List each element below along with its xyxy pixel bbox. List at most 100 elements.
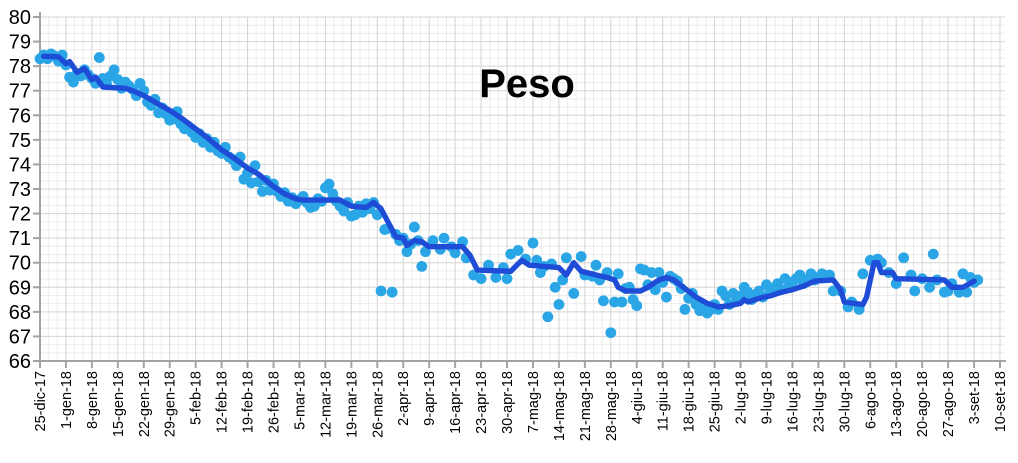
x-tick-label: 8-gen-18 (85, 371, 101, 429)
x-tick-label: 23-apr-18 (474, 371, 490, 434)
data-point (549, 281, 561, 293)
x-tick-label: 23-lug-18 (811, 371, 827, 432)
x-tick-label: 2-lug-18 (734, 371, 750, 424)
data-point (408, 221, 420, 233)
data-point (427, 235, 439, 247)
data-point (490, 272, 502, 283)
data-point (542, 311, 554, 323)
y-tick-label: 73 (9, 179, 31, 201)
y-tick-label: 75 (9, 130, 31, 152)
data-point (438, 232, 450, 244)
data-point (501, 273, 513, 285)
x-tick-label: 4-giu-18 (630, 371, 646, 424)
data-point (612, 268, 624, 280)
trend-polyline (41, 53, 977, 310)
x-tick-label: 27-ago-18 (941, 371, 957, 437)
data-point (568, 288, 580, 299)
x-tick-label: 25-dic-17 (33, 371, 49, 431)
data-point (661, 291, 672, 303)
x-tick-label: 9-lug-18 (759, 371, 775, 424)
data-point (827, 285, 839, 297)
data-point (560, 252, 572, 264)
y-tick-label: 74 (9, 154, 31, 176)
y-tick-label: 76 (9, 105, 31, 127)
y-tick-label: 80 (9, 7, 31, 29)
data-point (449, 247, 461, 259)
data-point (416, 261, 428, 272)
x-tick-label: 2-apr-18 (396, 371, 412, 426)
y-tick-label: 77 (9, 81, 31, 103)
data-point (108, 64, 120, 76)
y-tick-label: 70 (9, 253, 31, 275)
x-tick-label: 26-mar-18 (370, 371, 386, 438)
y-tick-label: 72 (9, 204, 31, 226)
x-tick-label: 3-set-18 (967, 371, 983, 424)
x-tick-label: 19-feb-18 (241, 371, 257, 433)
x-tick-label: 16-apr-18 (448, 371, 464, 434)
x-tick-label: 13-ago-18 (889, 371, 905, 437)
x-tick-label: 26-feb-18 (267, 371, 283, 433)
data-point (386, 286, 398, 298)
x-tick-label: 11-giu-18 (656, 371, 672, 431)
x-tick-label: 5-mar-18 (292, 371, 308, 430)
moving-average-line (41, 53, 977, 310)
x-tick-label: 5-feb-18 (189, 371, 205, 425)
data-point (653, 267, 665, 278)
x-tick-label: 30-apr-18 (500, 371, 516, 434)
data-point (590, 259, 602, 271)
x-tick-label: 30-lug-18 (837, 371, 853, 432)
data-point (616, 296, 628, 308)
data-point (597, 295, 609, 307)
x-tick-label: 21-mag-18 (578, 371, 594, 441)
data-point (67, 76, 79, 88)
data-point (512, 245, 524, 256)
grid-major-lines (40, 16, 1005, 362)
data-point (553, 299, 565, 310)
data-point (924, 281, 935, 293)
data-point (646, 267, 657, 278)
x-tick-label: 22-gen-18 (137, 371, 153, 437)
y-tick-label: 79 (9, 32, 31, 54)
y-tick-label: 71 (9, 228, 31, 250)
data-point (575, 251, 587, 262)
x-tick-label: 19-mar-18 (344, 371, 360, 438)
data-point (375, 285, 387, 297)
data-point (605, 327, 617, 339)
data-point (527, 237, 539, 249)
x-tick-label: 12-mar-18 (318, 371, 334, 438)
data-point (609, 296, 620, 308)
x-tick-label: 1-gen-18 (59, 371, 75, 429)
y-tick-label: 69 (9, 277, 31, 299)
data-point (631, 300, 643, 312)
y-tick-label: 78 (9, 56, 31, 78)
x-tick-label: 28-mag-18 (604, 371, 620, 441)
chart-title: Peso (479, 62, 575, 106)
x-tick-label: 6-ago-18 (863, 371, 879, 429)
x-tick-label: 25-giu-18 (708, 371, 724, 432)
data-point (909, 285, 921, 297)
x-tick-label: 9-apr-18 (422, 371, 438, 426)
x-tick-label: 18-giu-18 (682, 371, 698, 432)
data-point (679, 304, 691, 315)
x-tick-label: 14-mag-18 (552, 371, 568, 441)
y-tick-label: 67 (9, 326, 31, 348)
x-tick-label: 20-ago-18 (915, 371, 931, 437)
x-tick-label: 16-lug-18 (785, 371, 801, 432)
data-point (93, 52, 105, 63)
data-point (927, 248, 939, 260)
x-tick-label: 7-mag-18 (526, 371, 542, 433)
data-point (898, 252, 910, 264)
data-point (857, 268, 869, 280)
x-tick-label: 10-set-18 (993, 371, 1009, 432)
axes (33, 12, 1006, 368)
data-point (323, 178, 335, 190)
x-tick-label: 15-gen-18 (111, 371, 127, 437)
data-point (475, 273, 487, 285)
x-tick-label: 12-feb-18 (215, 371, 231, 433)
y-tick-label: 66 (9, 351, 31, 373)
x-axis-labels: 25-dic-17 1-gen-18 8-gen-18 15-gen-18 22-gen… (33, 371, 1009, 441)
y-tick-label: 68 (9, 302, 31, 324)
